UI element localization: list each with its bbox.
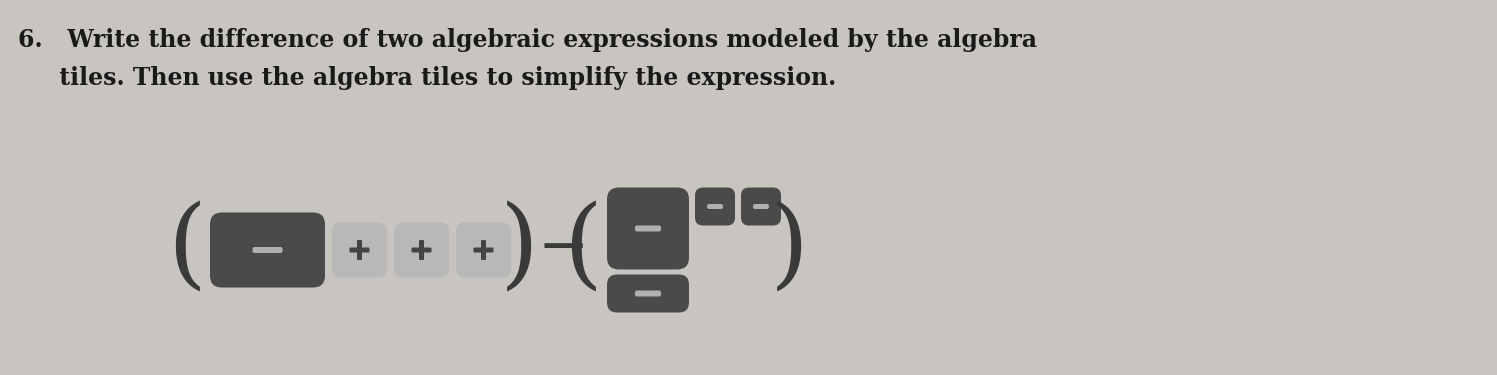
Text: tiles. Then use the algebra tiles to simplify the expression.: tiles. Then use the algebra tiles to sim… <box>18 66 837 90</box>
Text: −: − <box>537 218 588 278</box>
FancyBboxPatch shape <box>635 291 662 297</box>
FancyBboxPatch shape <box>606 188 689 270</box>
FancyBboxPatch shape <box>412 248 431 252</box>
FancyBboxPatch shape <box>210 213 325 288</box>
FancyBboxPatch shape <box>253 247 283 253</box>
FancyBboxPatch shape <box>753 204 769 209</box>
Text: ): ) <box>769 202 808 298</box>
FancyBboxPatch shape <box>349 248 370 252</box>
FancyBboxPatch shape <box>695 188 735 225</box>
FancyBboxPatch shape <box>481 240 487 260</box>
Text: ): ) <box>500 202 539 298</box>
FancyBboxPatch shape <box>457 222 510 278</box>
Text: 6.   Write the difference of two algebraic expressions modeled by the algebra: 6. Write the difference of two algebraic… <box>18 28 1037 52</box>
FancyBboxPatch shape <box>707 204 723 209</box>
Text: (: ( <box>563 202 602 298</box>
FancyBboxPatch shape <box>741 188 781 225</box>
FancyBboxPatch shape <box>356 240 362 260</box>
Text: (: ( <box>168 202 207 298</box>
FancyBboxPatch shape <box>332 222 388 278</box>
FancyBboxPatch shape <box>606 274 689 312</box>
FancyBboxPatch shape <box>394 222 449 278</box>
FancyBboxPatch shape <box>473 248 494 252</box>
FancyBboxPatch shape <box>419 240 424 260</box>
FancyBboxPatch shape <box>635 225 662 231</box>
